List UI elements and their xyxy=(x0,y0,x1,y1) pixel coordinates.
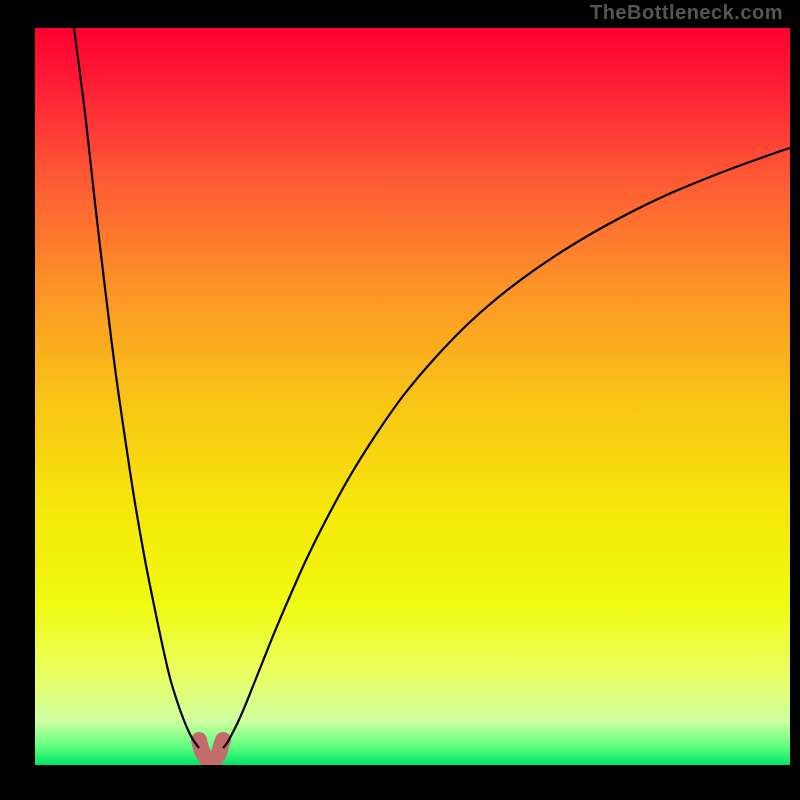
plot-svg xyxy=(35,28,790,765)
watermark-text: TheBottleneck.com xyxy=(590,2,783,25)
plot-area xyxy=(35,28,790,765)
gradient-background xyxy=(35,28,790,765)
